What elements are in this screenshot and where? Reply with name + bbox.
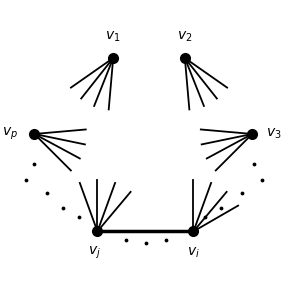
Text: $v_3$: $v_3$	[266, 127, 282, 141]
Text: $v_j$: $v_j$	[88, 245, 101, 261]
Text: $v_1$: $v_1$	[105, 29, 121, 44]
Text: $v_p$: $v_p$	[2, 126, 18, 142]
Text: $v_2$: $v_2$	[177, 29, 193, 44]
Text: $v_i$: $v_i$	[187, 246, 200, 260]
